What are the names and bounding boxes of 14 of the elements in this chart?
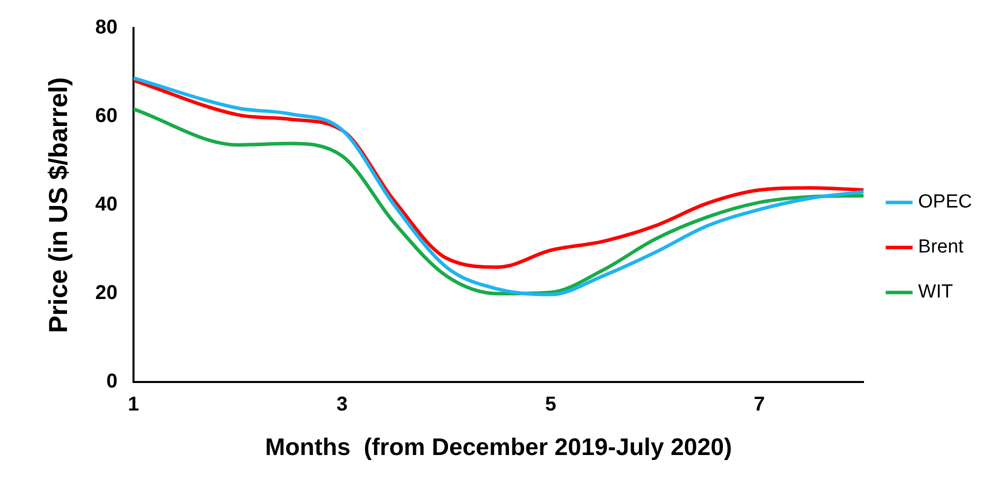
y-tick-label: 20 (95, 282, 118, 304)
y-tick-label: 80 (95, 16, 118, 39)
x-tick-label: 7 (754, 394, 765, 416)
y-tick-label: 0 (106, 370, 118, 393)
x-tick-label: 5 (545, 394, 556, 416)
x-axis-title: Months (from December 2019-July 2020) (265, 434, 732, 462)
y-tick-label: 40 (95, 194, 118, 216)
legend-label: Brent (918, 236, 964, 258)
x-tick-label: 1 (128, 394, 140, 416)
legend-label: WIT (918, 282, 954, 303)
legend-label: OPEC (918, 192, 972, 213)
y-axis-title: Price (in US $/barrel) (42, 77, 73, 333)
y-tick-label: 60 (95, 105, 118, 128)
x-tick-label: 3 (336, 394, 348, 416)
